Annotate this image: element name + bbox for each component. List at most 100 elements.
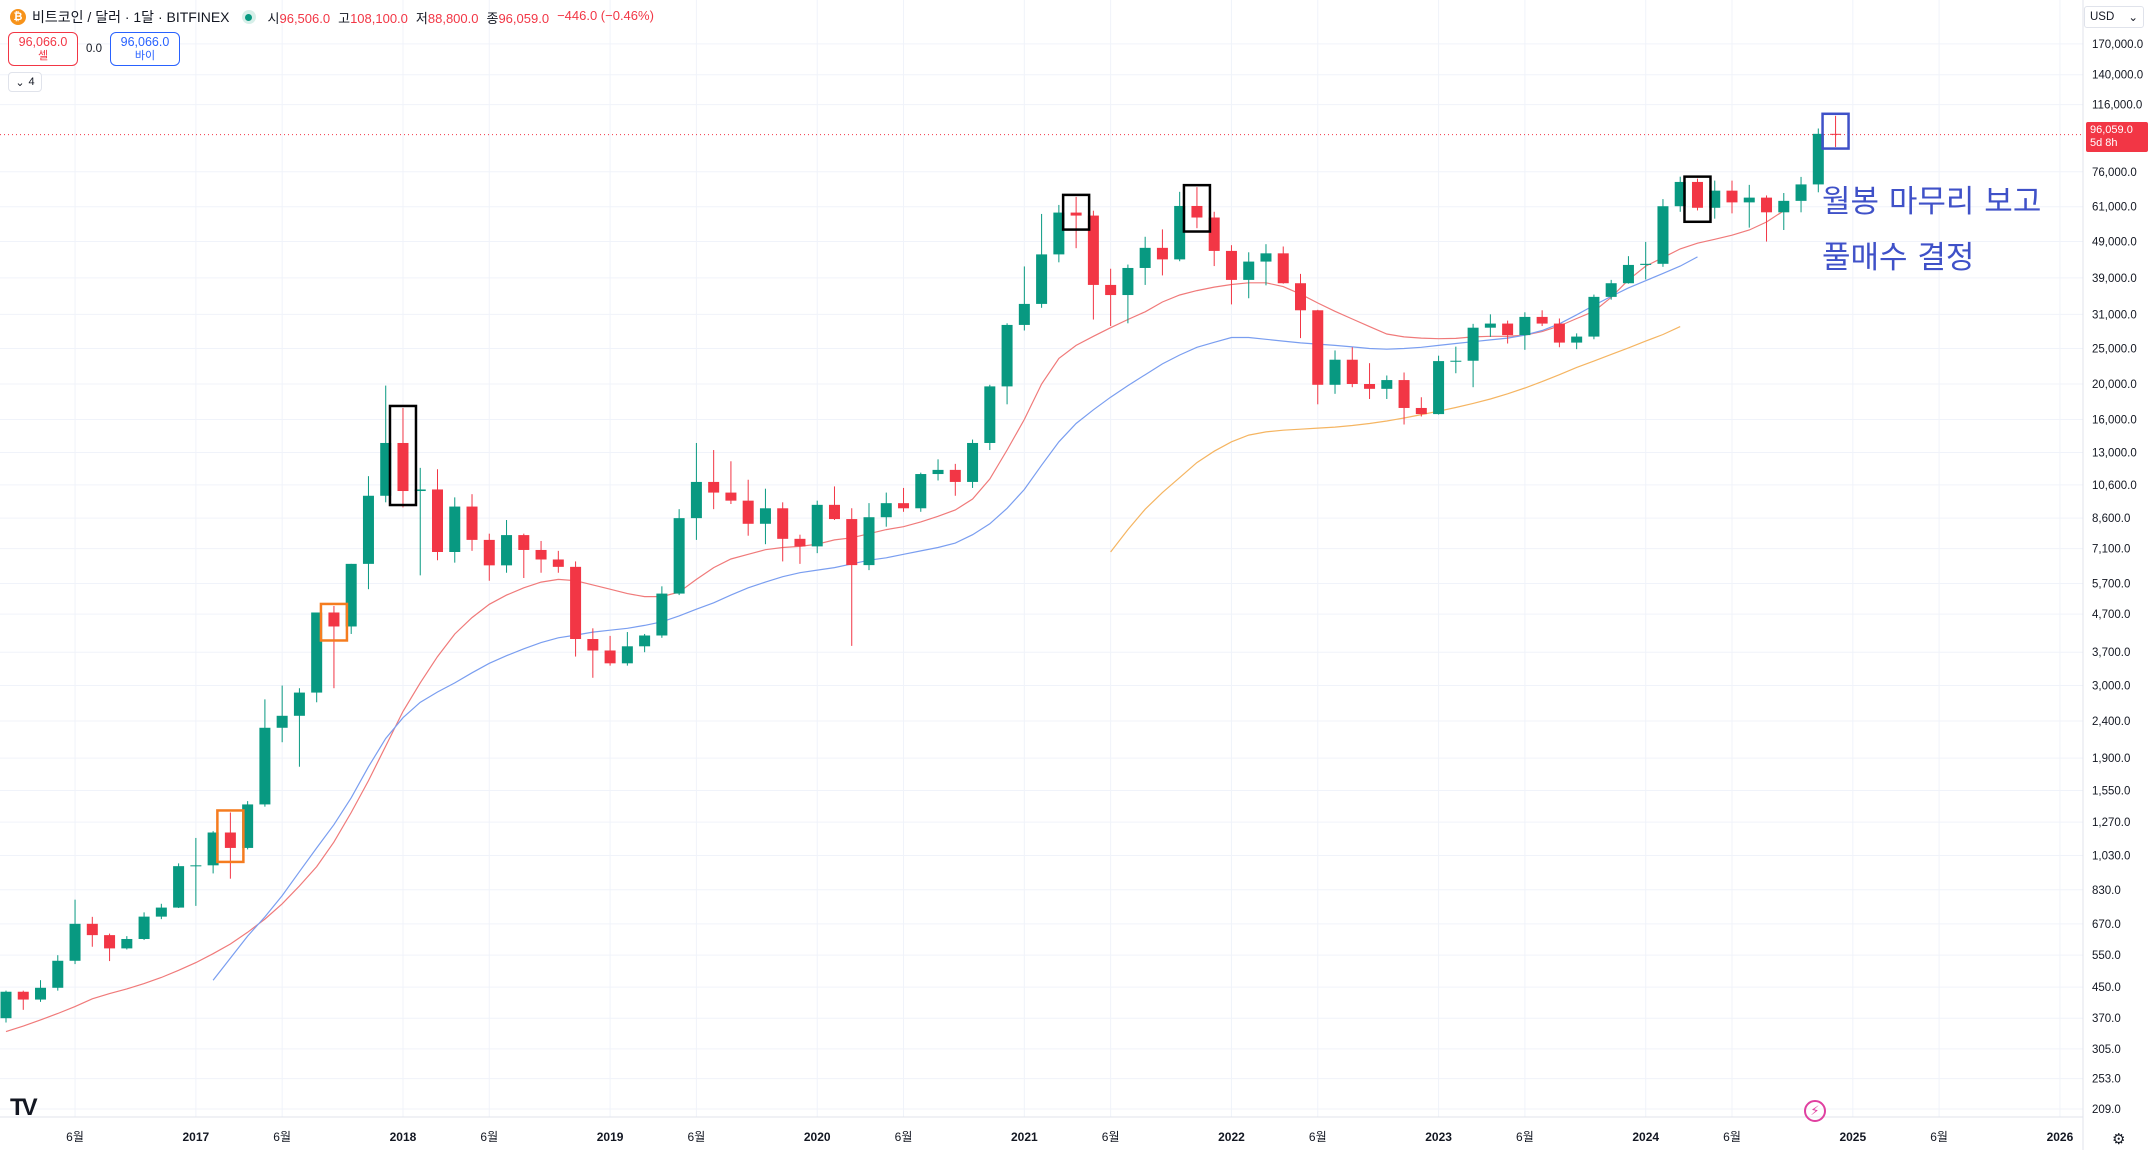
candle [898,487,910,512]
gear-icon[interactable]: ⚙ [2112,1131,2126,1148]
y-tick-label: 10,600.0 [2092,480,2137,492]
last-price-label: 96,059.0 5d 8h [2086,122,2148,152]
candle [1519,312,1531,350]
y-tick-label: 1,900.0 [2092,753,2130,765]
candle [1036,213,1048,308]
candle-body [224,832,236,848]
candle-body [86,923,98,936]
y-tick-label: 5,700.0 [2092,579,2130,591]
currency-selector[interactable]: USD ⌄ [2084,6,2144,28]
x-tick-label: 6월 [480,1130,498,1144]
y-tick-label: 209.0 [2092,1104,2121,1116]
x-tick-label: 2020 [804,1130,831,1144]
candle [863,503,875,571]
candle-body [1295,283,1306,311]
candle [207,831,219,874]
candle-body [414,489,426,492]
low-key: 저 [415,10,428,26]
candle [1001,323,1013,405]
candle-body [311,612,323,693]
candle-body [432,489,443,552]
buy-button[interactable]: 96,066.0 바이 [110,32,180,66]
highlight-box [319,602,349,642]
candle [587,628,599,678]
candle-body [1001,324,1013,387]
candle-body [725,492,737,501]
candle [501,519,513,573]
candle-body [1830,133,1842,135]
candle-body [1018,303,1030,325]
y-tick-label: 550.0 [2092,950,2121,962]
candle [1553,318,1565,348]
lightning-icon[interactable]: ⚡ [1804,1100,1826,1122]
highlight-box [1182,183,1212,233]
candle [1174,191,1186,262]
candle-body [828,504,840,520]
candle [656,586,668,638]
candle-body [1312,310,1324,385]
candle-body [1709,190,1721,208]
tradingview-logo-icon[interactable]: TV [10,1094,38,1121]
candle [1812,128,1824,193]
candle [1260,244,1272,286]
y-tick-label: 31,000.0 [2092,309,2137,321]
candle-body [190,865,202,867]
highlight-box [1821,112,1850,150]
candle [1312,309,1324,405]
candle [242,801,254,850]
candle [173,863,185,909]
candle [759,488,771,545]
candle [1691,178,1703,211]
currency-label: USD [2090,11,2115,23]
candle-body [708,481,720,493]
x-tick-label: 2021 [1011,1130,1038,1144]
candle-body [483,539,495,566]
y-tick-label: 7,100.0 [2092,544,2130,556]
candle [414,467,426,576]
symbol-title[interactable]: 비트코인 / 달러 · 1달 · BITFINEX [32,9,230,25]
x-tick-label: 6월 [1102,1130,1120,1144]
candle [483,533,495,581]
high-value: 108,100.0 [350,10,408,26]
candle-body [1036,254,1048,304]
candle [138,912,150,941]
candle-body [1622,264,1634,284]
candle [362,476,374,590]
annotation-boxes [216,112,1850,864]
candle [1536,310,1548,327]
candle-body [690,481,702,519]
candle [1208,211,1220,267]
sell-button[interactable]: 96,066.0 셀 [8,32,78,66]
moving-average-line-3 [1110,326,1681,553]
candle [1657,199,1669,267]
moving-average-lines [5,210,1785,1033]
bitcoin-icon: ₿ [10,9,26,25]
candle [104,933,116,962]
high-key: 고 [338,10,351,26]
candle-body [811,504,823,547]
candle [276,685,288,743]
candle-body [1398,380,1410,408]
candle-body [742,500,754,524]
open-value: 96,506.0 [279,10,331,26]
candle [52,955,64,991]
candle-body [380,442,392,496]
y-tick-label: 61,000.0 [2092,202,2137,214]
candle-body [449,506,461,552]
candle [17,990,29,1010]
indicator-collapse-button[interactable]: ⌄ 4 [8,72,42,92]
y-tick-label: 1,270.0 [2092,817,2130,829]
candle-body [1156,247,1168,260]
candle [1484,314,1496,337]
candle-body [17,991,29,1000]
candle-body [1208,217,1220,251]
candle-body [673,518,685,594]
candle [224,812,236,879]
candle-body [984,386,996,443]
indicator-count: 4 [28,76,35,88]
candle [1139,236,1151,285]
candle [1726,180,1738,214]
candle-body [1450,360,1462,362]
